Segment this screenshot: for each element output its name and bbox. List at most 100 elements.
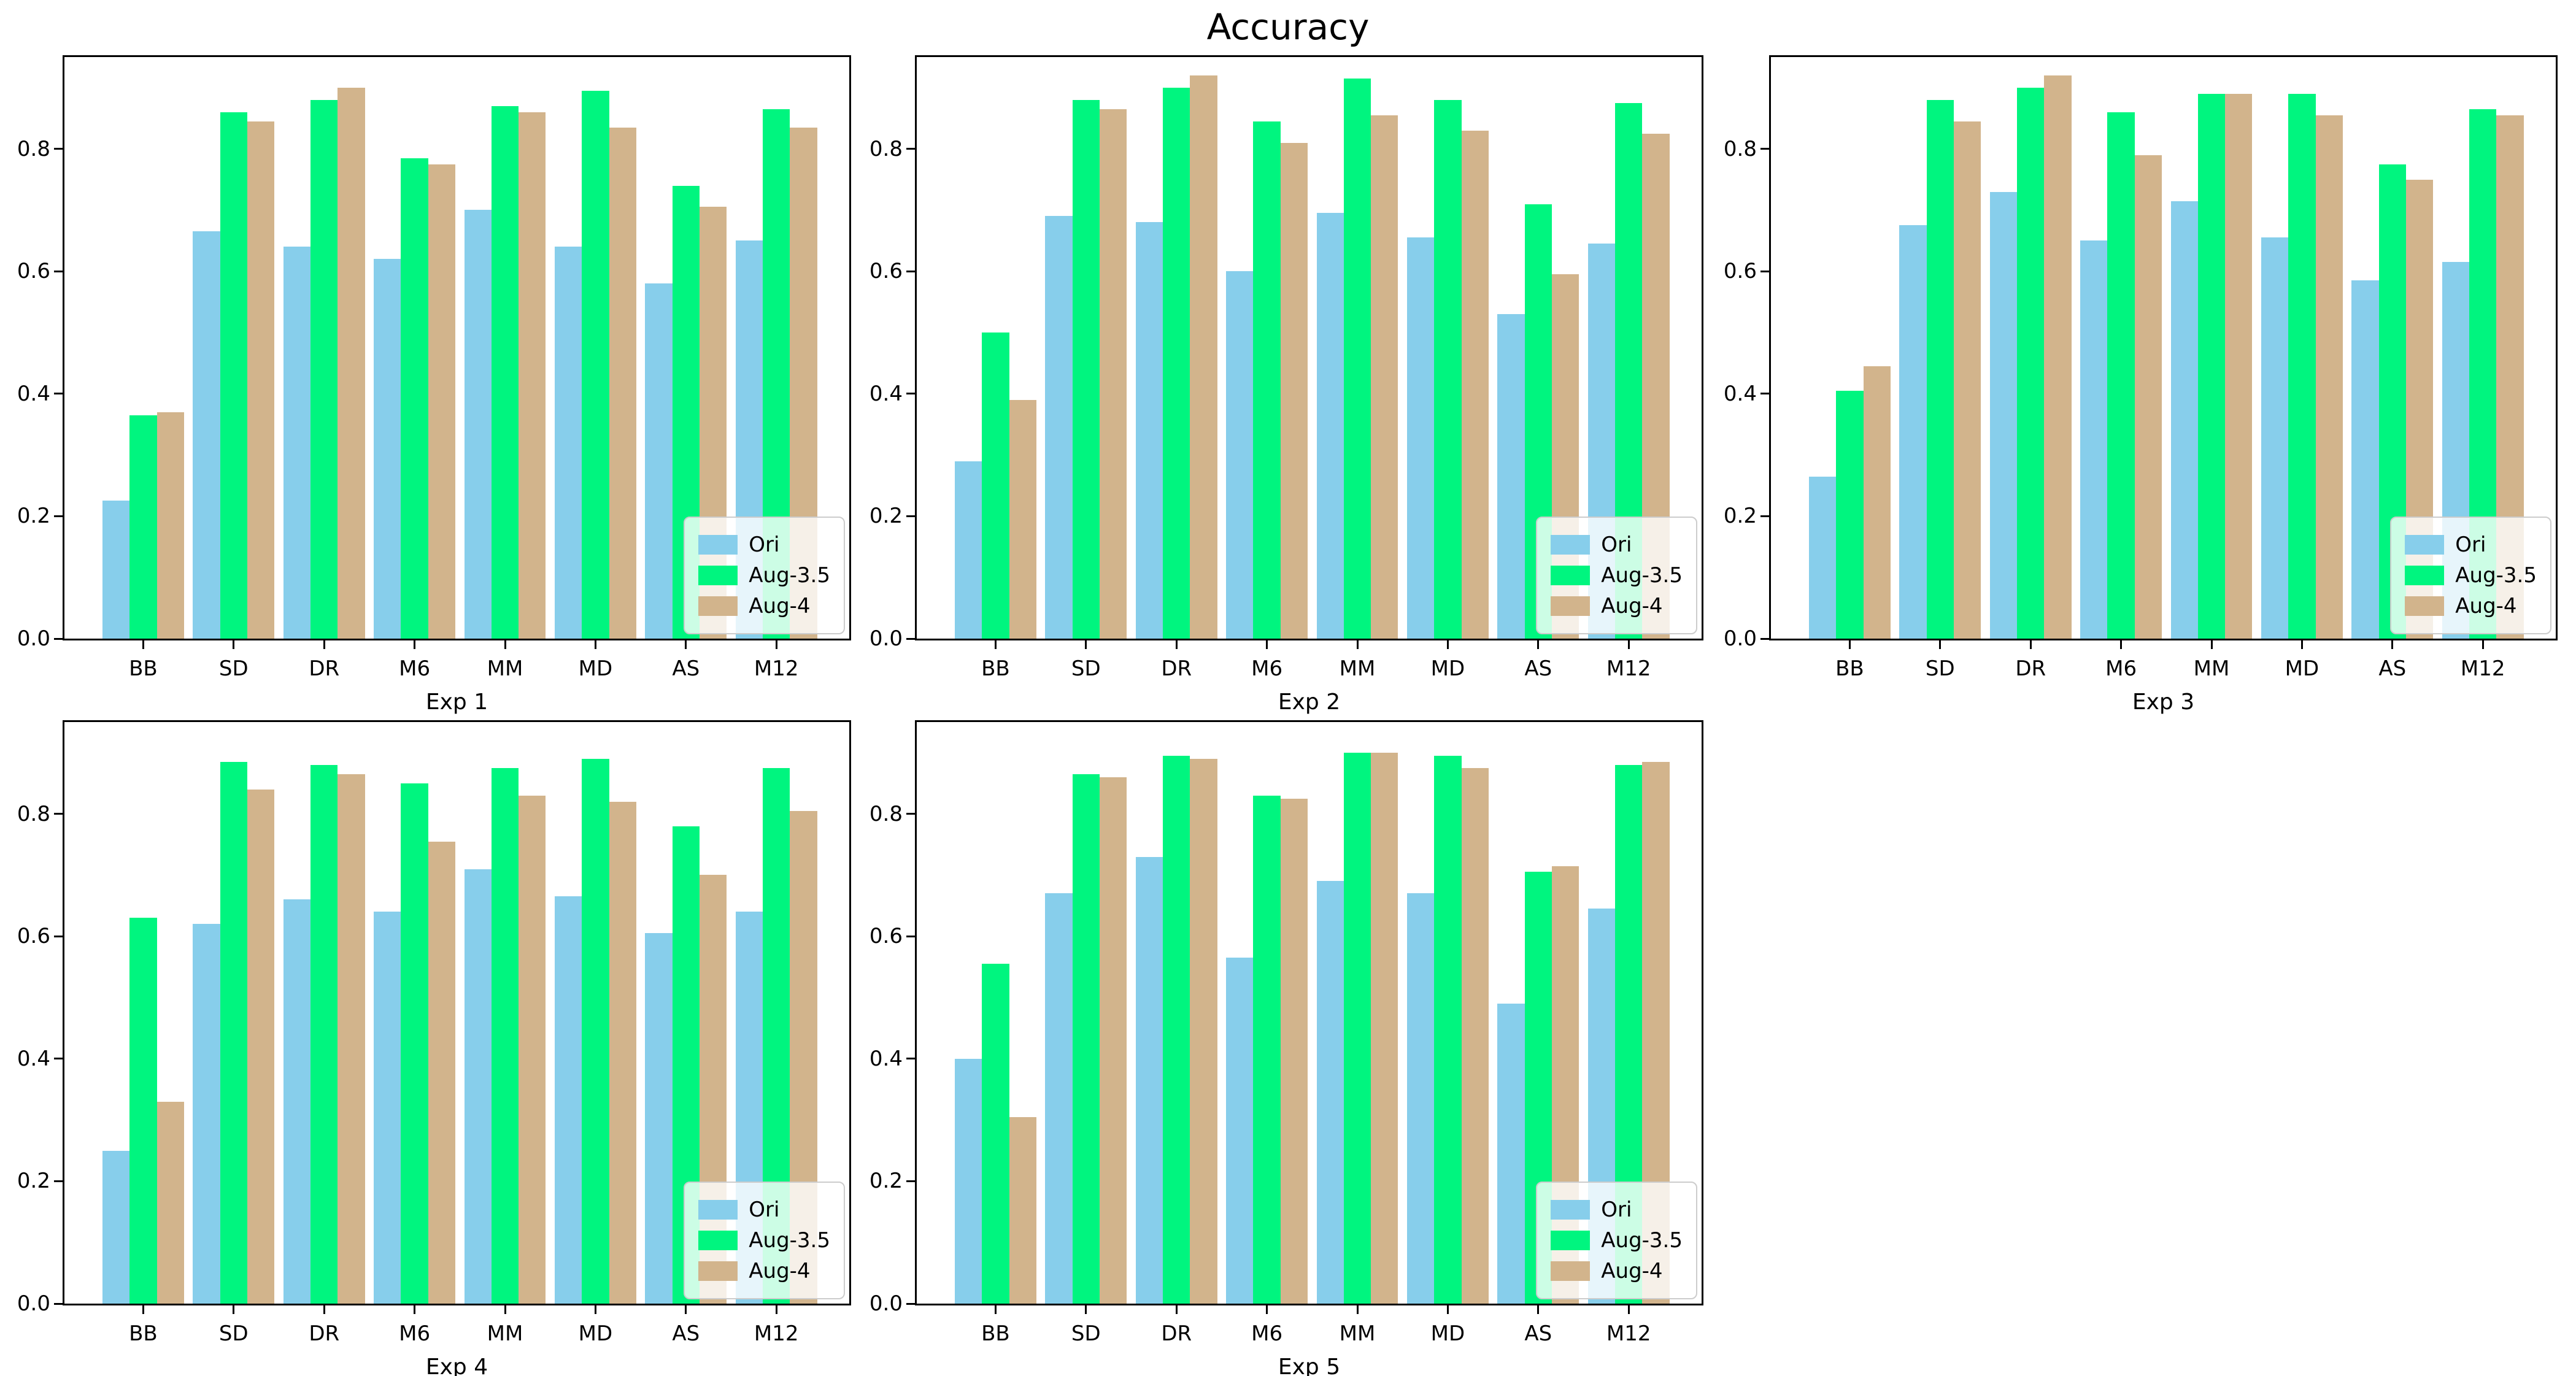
x-tick-label: BB: [129, 1321, 158, 1346]
bar-aug-3.5-bb: [1836, 390, 1864, 639]
bar-aug-3.5-bb: [982, 332, 1009, 639]
bar-aug-3.5-md: [1434, 755, 1462, 1304]
y-tick-mark: [906, 813, 915, 815]
legend-label: Aug-3.5: [749, 1228, 830, 1253]
x-tick-label: M6: [1251, 1321, 1283, 1346]
y-tick-mark: [906, 148, 915, 150]
x-tick-mark: [2120, 640, 2123, 649]
legend: Ori Aug-3.5 Aug-4: [1536, 1182, 1697, 1299]
x-tick-mark: [1085, 640, 1087, 649]
bar-aug-3.5-dr: [310, 99, 338, 639]
legend-label: Ori: [749, 1197, 780, 1222]
x-tick-label: MM: [487, 1321, 523, 1346]
legend-label: Aug-4: [1601, 594, 1663, 618]
x-tick-mark: [594, 1305, 596, 1314]
bar-aug-3.5-mm: [2197, 93, 2226, 639]
bar-ori-bb: [1809, 476, 1837, 639]
x-tick-mark: [504, 640, 506, 649]
x-tick-label: M6: [2105, 656, 2137, 681]
y-tick-label: 0.6: [17, 924, 50, 949]
x-tick-mark: [1446, 1305, 1449, 1314]
bar-aug-3.5-dr: [2017, 87, 2045, 639]
x-tick-mark: [685, 640, 687, 649]
bar-ori-sd: [1899, 225, 1927, 639]
x-tick-mark: [1085, 1305, 1087, 1314]
bar-aug-4-bb: [1009, 399, 1036, 639]
y-tick-label: 0.4: [17, 381, 50, 406]
legend: Ori Aug-3.5 Aug-4: [1536, 517, 1697, 634]
bar-aug-4-md: [1461, 130, 1489, 639]
legend-swatch-aug-4: [698, 1261, 738, 1281]
x-tick-mark: [233, 640, 235, 649]
x-tick-mark: [2029, 640, 2032, 649]
y-tick-mark: [906, 1180, 915, 1182]
bar-ori-mm: [464, 210, 492, 639]
y-tick-label: 0.8: [17, 136, 50, 161]
y-tick-mark: [906, 1058, 915, 1060]
legend-label: Aug-3.5: [749, 563, 830, 588]
bar-aug-3.5-m6: [401, 783, 428, 1304]
y-tick-mark: [1760, 393, 1769, 395]
bar-ori-md: [1407, 893, 1435, 1304]
x-tick-mark: [1627, 640, 1630, 649]
bar-aug-4-bb: [156, 1101, 184, 1304]
y-tick-label: 0.0: [869, 626, 903, 651]
legend-swatch-ori: [698, 535, 738, 555]
x-tick-label: DR: [309, 656, 340, 681]
x-tick-label: M12: [1606, 656, 1651, 681]
bar-aug-4-sd: [247, 121, 275, 639]
legend-swatch-ori: [2405, 535, 2445, 555]
bar-aug-4-mm: [519, 795, 546, 1304]
y-tick-label: 0.2: [869, 504, 903, 529]
y-tick-label: 0.6: [869, 259, 903, 284]
bar-ori-sd: [193, 924, 220, 1304]
y-tick-mark: [54, 148, 63, 150]
y-tick-mark: [54, 637, 63, 640]
x-tick-mark: [775, 640, 777, 649]
legend-label: Ori: [1601, 532, 1632, 557]
bar-ori-sd: [1045, 893, 1073, 1304]
plot-area: [1769, 55, 2558, 640]
x-tick-label: SD: [218, 1321, 249, 1346]
legend-entry-ori: Ori: [1551, 1197, 1683, 1222]
y-tick-mark: [54, 813, 63, 815]
legend-entry-aug-3.5: Aug-3.5: [698, 1228, 830, 1253]
x-tick-label: MM: [1339, 656, 1376, 681]
x-tick-mark: [323, 640, 325, 649]
bar-aug-4-md: [609, 127, 636, 639]
subplot-exp-3: BB SD DR M6 MM MD AS M12 0.0 0.2 0.4 0.6 0.8 Exp 3 Ori…: [1724, 55, 2558, 715]
x-tick-mark: [1175, 640, 1178, 649]
x-tick-label: MD: [1430, 1321, 1465, 1346]
bar-aug-3.5-bb: [129, 918, 157, 1304]
bar-aug-4-bb: [1009, 1117, 1036, 1304]
y-tick-mark: [1760, 515, 1769, 517]
bar-ori-bb: [955, 1058, 982, 1304]
y-tick-label: 0.2: [17, 1169, 50, 1194]
y-tick-label: 0.4: [869, 381, 903, 406]
y-tick-mark: [54, 1058, 63, 1060]
y-tick-mark: [906, 270, 915, 272]
bar-ori-md: [1407, 237, 1435, 639]
legend-swatch-aug-4: [1551, 596, 1591, 616]
bar-aug-3.5-m6: [1253, 121, 1281, 639]
legend-entry-aug-3.5: Aug-3.5: [698, 563, 830, 588]
bar-ori-dr: [1135, 856, 1163, 1304]
legend-label: Aug-4: [749, 594, 811, 618]
legend: Ori Aug-3.5 Aug-4: [2390, 517, 2551, 634]
bar-aug-3.5-mm: [491, 767, 519, 1304]
bar-aug-4-dr: [1190, 75, 1217, 639]
x-tick-label: M12: [1606, 1321, 1651, 1346]
x-tick-mark: [2300, 640, 2303, 649]
bar-ori-as: [1497, 1004, 1525, 1304]
y-tick-label: 0.8: [1723, 136, 1757, 161]
y-tick-mark: [54, 935, 63, 937]
legend-entry-ori: Ori: [2405, 532, 2537, 557]
bar-aug-3.5-bb: [982, 964, 1009, 1304]
legend-entry-aug-4: Aug-4: [2405, 594, 2537, 618]
bar-aug-3.5-sd: [220, 761, 247, 1304]
legend-label: Aug-4: [1601, 1259, 1663, 1283]
bar-aug-3.5-md: [2288, 93, 2316, 639]
legend-swatch-aug-3.5: [1551, 1231, 1591, 1250]
x-tick-label: AS: [672, 1321, 700, 1346]
